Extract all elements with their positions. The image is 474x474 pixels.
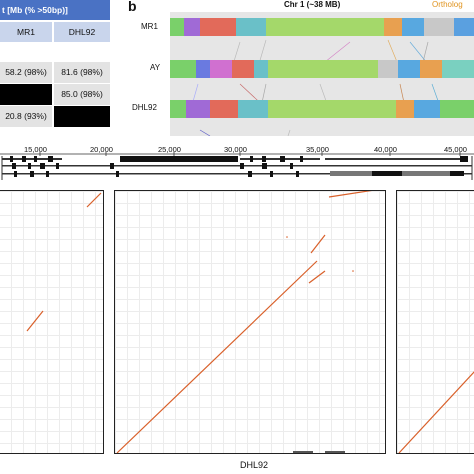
ruler-tick-label: 45,000: [444, 145, 467, 154]
alignment-line: [26, 310, 44, 332]
dotplot-left-lines: [26, 192, 102, 332]
ruler-tick-label: 15,000: [24, 145, 47, 154]
table-header: t [Mb (% >50bp)]: [0, 0, 110, 20]
alignment-line: [310, 234, 326, 254]
table-cell-blank: [54, 106, 110, 127]
dotplot-center-lines: [116, 191, 372, 453]
alignment-line: [86, 192, 102, 208]
dotplot-panel-left: [0, 190, 104, 454]
table-cell: 20.8 (93%): [0, 106, 52, 127]
ruler-tick-label: 35,000: [306, 145, 329, 154]
ortholog-legend: Ortholog: [432, 0, 463, 9]
gap-block: [325, 451, 345, 453]
column-header-mr1: MR1: [0, 22, 52, 42]
genome-label-dhl92: DHL92: [132, 103, 157, 112]
table-cell: 81.6 (98%): [54, 62, 110, 83]
column-header-dhl92: DHL92: [54, 22, 110, 42]
dotplot-panel-right: [396, 190, 474, 454]
coordinate-ruler: [0, 152, 474, 180]
ruler-tick-label: 40,000: [374, 145, 397, 154]
synteny-plot: [170, 18, 474, 136]
table-cell-blank: [0, 84, 52, 105]
table-cell: 58.2 (98%): [0, 62, 52, 83]
ruler-tick-label: 20,000: [90, 145, 113, 154]
chromosome-title: Chr 1 (~38 MB): [284, 0, 341, 9]
ruler-tick-label: 25,000: [158, 145, 181, 154]
dotplot-right-lines: [398, 371, 474, 453]
alignment-line: [328, 191, 372, 198]
gap-block: [293, 451, 313, 453]
genome-label-ay: AY: [150, 63, 161, 72]
alignment-line: [116, 260, 318, 453]
dotplot-x-axis-label: DHL92: [240, 460, 269, 470]
genome-label-mr1: MR1: [141, 22, 158, 31]
alignment-dot: [352, 270, 354, 272]
alignment-line: [398, 371, 474, 453]
table-cell: 85.0 (98%): [54, 84, 110, 105]
alignment-dot: [286, 236, 288, 238]
ruler-tick-label: 30,000: [224, 145, 247, 154]
dotplot-panel-center: [114, 190, 386, 454]
panel-letter: b: [128, 0, 137, 14]
alignment-line: [308, 270, 326, 284]
